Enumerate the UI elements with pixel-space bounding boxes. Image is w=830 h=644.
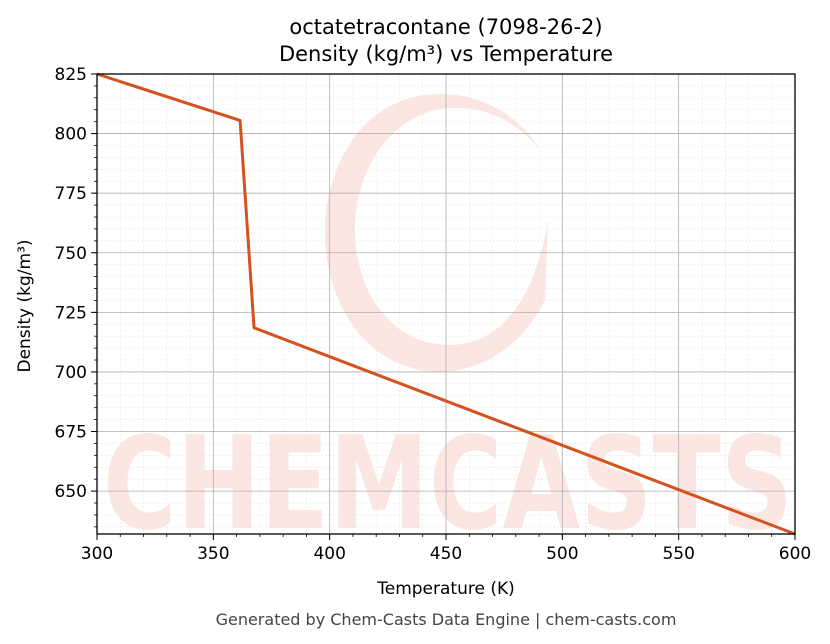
x-tick-label: 300 xyxy=(81,544,113,564)
x-tick-label: 350 xyxy=(197,544,229,564)
watermark-logo-icon xyxy=(325,93,548,372)
y-tick-label: 700 xyxy=(55,363,87,383)
chart-subtitle: Density (kg/m³) vs Temperature xyxy=(279,42,613,66)
chart-title: octatetracontane (7098-26-2) xyxy=(289,15,602,39)
footer-text: Generated by Chem-Casts Data Engine | ch… xyxy=(216,610,677,629)
x-tick-label: 550 xyxy=(662,544,694,564)
tick-labels: 300 350 400 450 500 550 600 650 675 700 725 750 775 8… xyxy=(55,65,812,564)
y-tick-label: 725 xyxy=(55,303,87,323)
y-axis-label: Density (kg/m³) xyxy=(15,239,35,372)
x-axis-label: Temperature (K) xyxy=(376,579,515,599)
x-tick-label: 400 xyxy=(313,544,345,564)
y-tick-label: 650 xyxy=(55,482,87,502)
density-series-line xyxy=(96,72,796,536)
series-layer xyxy=(96,72,796,536)
watermark-text: CHEMCASTS xyxy=(103,410,793,559)
y-tick-label: 750 xyxy=(55,244,87,264)
y-tick-label: 675 xyxy=(55,423,87,443)
x-tick-label: 600 xyxy=(779,544,811,564)
y-tick-label: 800 xyxy=(55,125,87,145)
watermark: CHEMCASTS xyxy=(103,93,793,559)
x-tick-label: 500 xyxy=(546,544,578,564)
y-tick-label: 825 xyxy=(55,65,87,85)
plot-frame xyxy=(96,73,796,535)
x-tick-label: 450 xyxy=(430,544,462,564)
y-tick-label: 775 xyxy=(55,184,87,204)
